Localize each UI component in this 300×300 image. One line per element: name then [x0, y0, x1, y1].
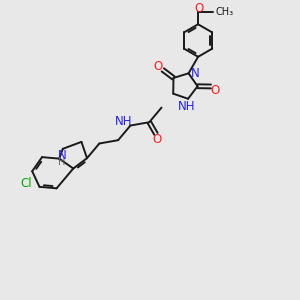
- Text: NH: NH: [177, 100, 195, 113]
- Text: O: O: [194, 2, 204, 16]
- Text: N: N: [58, 149, 66, 162]
- Text: NH: NH: [115, 115, 133, 128]
- Text: O: O: [152, 133, 161, 146]
- Text: H: H: [58, 157, 66, 167]
- Text: N: N: [191, 67, 200, 80]
- Text: Cl: Cl: [20, 177, 32, 190]
- Text: CH₃: CH₃: [215, 7, 233, 17]
- Text: O: O: [210, 84, 219, 97]
- Text: O: O: [153, 60, 163, 73]
